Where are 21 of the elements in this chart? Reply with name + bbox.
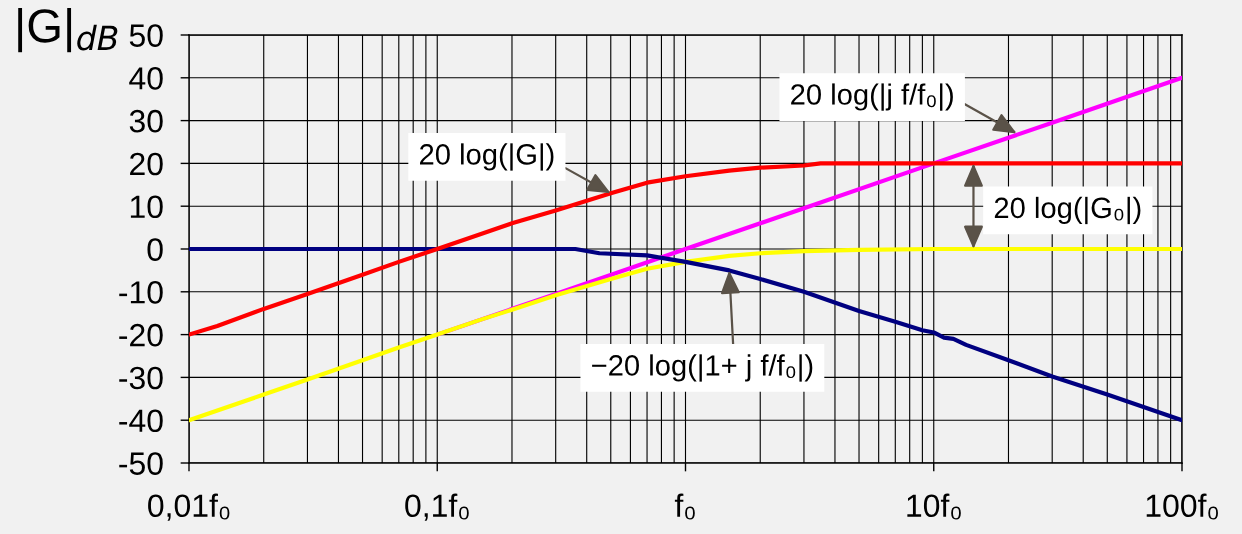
y-tick-label: -20 xyxy=(119,323,163,347)
y-tick-label: 10 xyxy=(130,195,163,219)
y-tick-label: 50 xyxy=(129,24,163,47)
y-tick-label: 0 xyxy=(147,238,163,261)
y-tick-label: 30 xyxy=(129,109,163,133)
y-tick-label: -30 xyxy=(119,366,163,390)
annotation: 20 log(|j f/f₀|) xyxy=(791,83,953,111)
y-tick-label: 20 xyxy=(130,152,163,176)
x-tick-label: 0,01f₀ xyxy=(148,493,230,521)
y-tick-label: -10 xyxy=(119,281,163,304)
annotation: 20 log(|G|) xyxy=(420,143,554,171)
x-tick-label: f₀ xyxy=(674,493,695,520)
x-tick-label: 10f₀ xyxy=(907,493,961,520)
x-tick-label: 100f₀ xyxy=(1146,493,1218,520)
y-tick-label: -40 xyxy=(119,409,163,433)
y-tick-label: 40 xyxy=(129,67,163,90)
x-tick-label: 0,1f₀ xyxy=(405,493,469,521)
annotation: 20 log(|G₀|) xyxy=(994,196,1141,225)
annotation: −20 log(|1+ j f/f₀|) xyxy=(592,354,813,382)
y-axis-title: |G|$_{dB}$ xyxy=(18,8,118,53)
y-tick-label: -50 xyxy=(119,452,163,475)
